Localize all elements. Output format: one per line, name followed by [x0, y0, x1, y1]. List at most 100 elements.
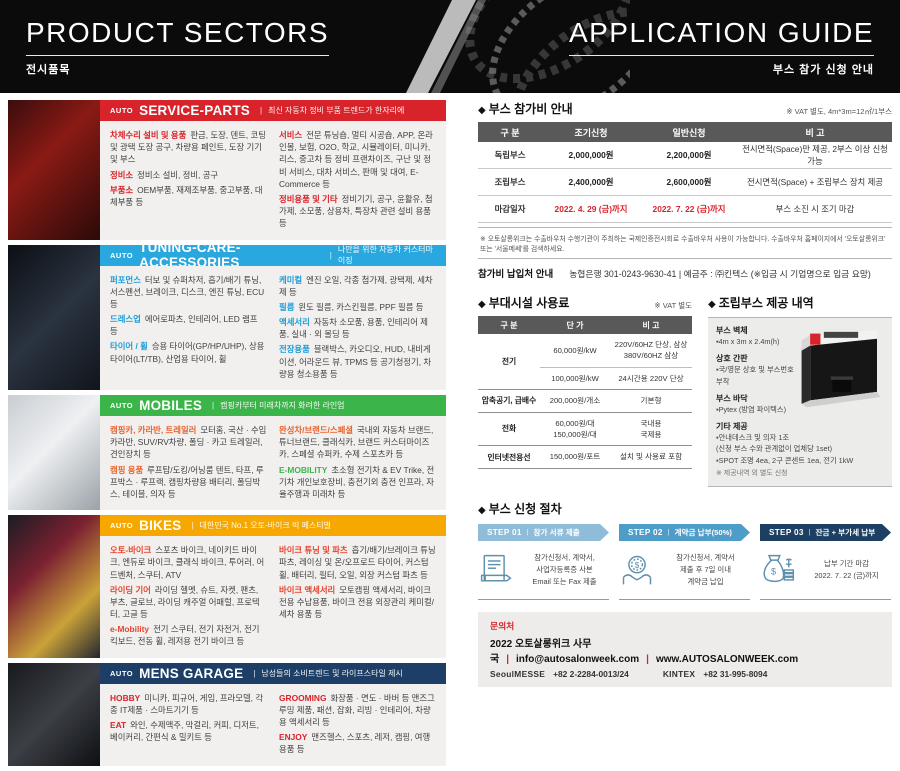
divider: | — [260, 106, 263, 115]
application-guide: ◆ 부스 참가비 안내 ※ VAT 별도, 4m*3m=12㎡/1부스 구 분 조… — [478, 100, 892, 687]
booth-item-line: ▪안내데스크 및 의자 1조 — [716, 433, 790, 443]
section-photo-tuning — [8, 244, 100, 390]
step-label: STEP 01 — [487, 528, 522, 537]
divider: | — [526, 529, 529, 536]
payment-label: 참가비 납입처 안내 — [478, 269, 554, 280]
section-tagline: 캠핑카부터 미래차까지 화려한 라인업 — [220, 401, 345, 410]
step-banner: STEP 01 | 참가 서류 제출 — [478, 524, 609, 541]
list-item: 정비소 정비소 설비, 정비, 공구 — [110, 169, 267, 181]
booth-item-note: ※ 제공내역 외 별도 신청 — [716, 470, 788, 478]
table-row-air-water: 압축공기, 급배수 200,000원/개소 기본형 — [478, 390, 692, 413]
divider: | — [506, 654, 510, 665]
step-label: STEP 02 — [628, 528, 663, 537]
keyword-desc: 엔진 오일, 각종 첨가제, 광택제, 세차제 등 — [279, 274, 433, 297]
keyword-desc: 윈도 필름, 카스킨필름, PPF 필름 등 — [298, 301, 424, 312]
table-row-telephone: 전화 60,000원/대 150,000원/대 국내용 국제용 — [478, 413, 692, 447]
column-header: 일반신청 — [672, 127, 706, 138]
keyword: 필름 — [279, 301, 295, 312]
step-2: STEP 02 | 계약금 납부(50%) $ 참가신청서, 계약서 — [619, 524, 750, 600]
list-item: 퍼포먼스 터보 및 슈퍼차저, 흡기/배기 튜닝, 서스펜션, 브레이크, 디스크… — [110, 274, 267, 311]
step-description: 참가신청서, 계약서, 사업자등록증 사본 Email 또는 Fax 제출 — [532, 553, 597, 586]
facility-fees: ◆ 부대시설 사용료 ※ VAT 별도 구 분 단 가 비 고 전기 60,000… — [478, 294, 692, 487]
keyword: 부품소 — [110, 184, 134, 195]
cell-remark: 기본형 — [640, 396, 662, 406]
section-photo-mens-garage — [8, 662, 100, 766]
keyword: HOBBY — [110, 692, 141, 703]
step-banner: STEP 02 | 계약금 납부(50%) — [619, 524, 750, 541]
keyword-desc: 루프탑/도킹/어닝룸 텐트, 타프, 루프박스 · 루프랙, 캠핑차량용 배터리… — [110, 464, 264, 499]
keyword: 완성차/브랜드/스페셜 — [279, 425, 353, 435]
facility-heading: ◆ 부대시설 사용료 — [478, 296, 570, 310]
cell-category: 마감일자 — [494, 204, 526, 214]
column-header: 단 가 — [566, 320, 584, 330]
cell-price: 150,000원/포트 — [549, 452, 601, 462]
section-bikes: AUTO BIKES | 대한민국 No.1 오토-바이크 빅 페스티벌 오토-… — [8, 515, 446, 658]
booth-package-panel: 부스 벽체 ▪4m x 3m x 2.4m(h) 상호 간판 ▪국/영문 상호 … — [708, 317, 892, 487]
page-subtitle-left: 전시품목 — [26, 63, 71, 76]
booth-package: ◆ 조립부스 제공 내역 부스 벽체 ▪4m x 3m x 2.4m(h) 상호 … — [708, 294, 892, 487]
cell-remark: 국내용 국제용 — [640, 418, 662, 439]
step-1: STEP 01 | 참가 서류 제출 참가신청서, 계약서, 사업자등록증 사본 — [478, 524, 609, 600]
section-photo-bikes — [8, 515, 100, 658]
cell-price: 100,000원/kW — [551, 373, 599, 383]
section-title: BIKES — [139, 518, 182, 534]
cell-category: 독립부스 — [494, 150, 526, 160]
section-photo-service-parts — [8, 100, 100, 240]
column-header: 비 고 — [805, 127, 825, 138]
keyword: 차체수리 설비 및 용품 — [110, 130, 187, 140]
cell-price: 200,000원/개소 — [549, 396, 601, 406]
booth-item-line: (신청 부스 수와 관계없이 업체당 1set) — [716, 444, 833, 454]
section-prefix: AUTO — [110, 521, 134, 531]
contact-email-link[interactable]: info@autosalonweek.com — [516, 654, 640, 665]
keyword-desc: 모터홈, 국산 · 수입 카라반, SUV/RV차량, 폴딩 · 카고 트레일러… — [110, 425, 267, 460]
step-title: 계약금 납부(50%) — [674, 528, 732, 537]
list-item: 바이크 튜닝 및 파츠 흡기/배기/브레이크 튜닝 파츠, 레이싱 및 온/오프로… — [279, 544, 436, 581]
keyword-desc: 흡기/배기/브레이크 튜닝 파츠, 레이싱 및 온/오프로드 타이어, 커스텀 … — [279, 545, 436, 580]
cell-regular-price: 2,200,000원 — [666, 150, 712, 160]
keyword: 서비스 — [279, 130, 303, 140]
keyword-desc: 터보 및 슈퍼차저, 흡기/배기 튜닝, 서스펜션, 브레이크, 디스크, 엔진… — [110, 274, 265, 309]
cell-early-deadline: 2022. 4. 29 (금)까지 — [554, 204, 628, 214]
list-item: 완성차/브랜드/스페셜 국내외 자동차 브랜드, 튜너브랜드, 클래식카, 브랜드… — [279, 424, 436, 461]
keyword: 바이크 액세서리 — [279, 584, 336, 595]
cell-remark: 전시면적(Space) + 조립부스 장치 제공 — [747, 177, 883, 187]
cell-early-price: 2,000,000원 — [568, 150, 614, 160]
keyword-desc: 정비소 설비, 정비, 공구 — [137, 169, 219, 180]
keyword-desc: 판금, 도장, 덴트, 코팅 및 광택 도장 공구, 차량용 페인트, 도장 기… — [110, 130, 266, 165]
contact-website-link[interactable]: www.AUTOSALONWEEK.com — [655, 654, 799, 665]
table-row: 독립부스 2,000,000원 2,200,000원 전시면적(Space)만 … — [478, 142, 892, 169]
diamond-icon: ◆ — [478, 105, 486, 116]
keyword: ENJOY — [279, 732, 308, 743]
step-title: 잔금 + 부가세 납부 — [815, 528, 876, 537]
keyword: 캠핑카, 카라반, 트레일러 — [110, 425, 197, 435]
keyword: 케미컬 — [279, 274, 303, 285]
svg-text:$: $ — [771, 567, 776, 577]
booth-item-label: 부스 벽체 — [716, 326, 748, 335]
section-prefix: AUTO — [110, 401, 134, 410]
section-title: SERVICE-PARTS — [139, 103, 250, 118]
section-body: 차체수리 설비 및 용품 판금, 도장, 덴트, 코팅 및 광택 도장 공구, 차… — [100, 121, 446, 240]
divider: | — [646, 654, 649, 665]
section-body: 퍼포먼스 터보 및 슈퍼차저, 흡기/배기 튜닝, 서스펜션, 브레이크, 디스크… — [100, 265, 446, 390]
list-item: 정비용품 및 기타 정비기기, 공구, 윤활유, 첨가제, 소모품, 상용차, 특… — [279, 193, 436, 230]
cell-price: 60,000원/대 150,000원/대 — [553, 418, 597, 439]
step-label: STEP 03 — [769, 528, 804, 537]
cell-early-price: 2,400,000원 — [568, 177, 614, 187]
section-header: AUTO BIKES | 대한민국 No.1 오토-바이크 빅 페스티벌 — [100, 515, 446, 537]
venue-seoulmesse: SeoulMESSE — [490, 669, 546, 679]
fee-heading: ◆ 부스 참가비 안내 — [478, 102, 573, 116]
booth-item-label: 부스 바닥 — [716, 393, 748, 403]
booth-item-line: ▪SPOT 조명 4ea, 2구 콘센트 1ea, 전기 1kW — [716, 455, 854, 465]
application-steps: ◆ 부스 신청 절차 STEP 01 | 참가 서류 제출 참가신청서 — [478, 500, 892, 600]
keyword-desc: 스포츠 바이크, 네이키드 바이크, 엔듀로 바이크, 클래식 바이크, 투어러… — [110, 545, 265, 580]
divider: | — [253, 668, 256, 678]
divider: | — [329, 250, 332, 260]
cell-category: 인터넷전용선 — [487, 452, 531, 462]
list-item: 전장용품 블랙박스, 카오디오, HUD, 내비게이션, 어라운드 뷰, TPMS… — [279, 343, 436, 380]
divider: | — [808, 529, 811, 536]
section-header: AUTO TUNING-CARE-ACCESSORIES | 나만을 위한 자동… — [100, 240, 446, 270]
keyword: 액세서리 — [279, 317, 310, 328]
column-header: 조기신청 — [574, 127, 608, 138]
section-tagline: 나만을 위한 자동차 커스터마이징 — [337, 245, 433, 265]
list-item: 오토-바이크 스포츠 바이크, 네이키드 바이크, 엔듀로 바이크, 클래식 바이… — [110, 544, 267, 581]
